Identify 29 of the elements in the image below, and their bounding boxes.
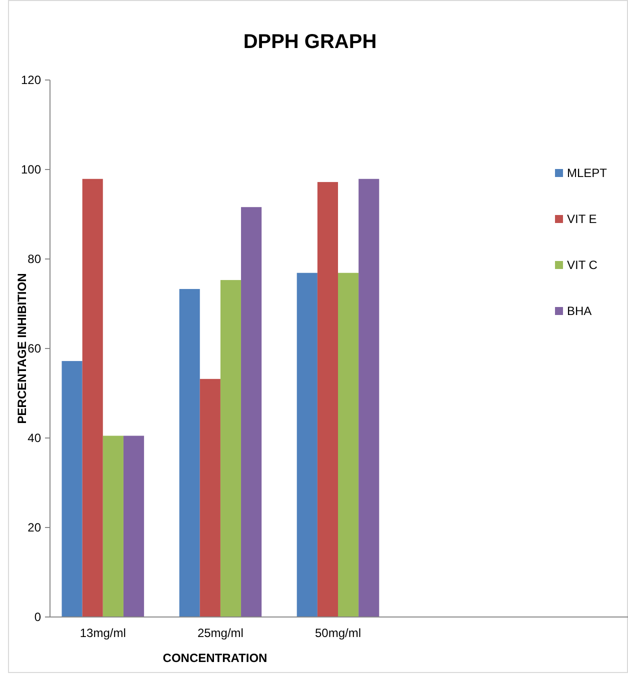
- x-tick-label: 25mg/ml: [197, 626, 244, 640]
- x-tick-label: 13mg/ml: [80, 626, 126, 640]
- legend-label: BHA: [567, 304, 592, 318]
- bar: [358, 178, 380, 617]
- y-tick-label: 100: [20, 162, 42, 176]
- y-tick-label: 0: [34, 610, 42, 624]
- x-axis-title: CONCENTRATION: [162, 651, 268, 665]
- bar: [123, 436, 144, 617]
- bar: [241, 207, 262, 617]
- bar: [200, 378, 220, 617]
- x-tick-label: 50mg/ml: [314, 626, 362, 640]
- legend-label: VIT C: [567, 258, 598, 272]
- bar: [179, 288, 200, 617]
- y-tick-label: 120: [20, 73, 42, 87]
- legend-label: VIT E: [567, 212, 597, 226]
- bar: [338, 272, 359, 617]
- chart-title: DPPH GRAPH: [243, 31, 377, 53]
- bar: [82, 178, 103, 617]
- bar: [220, 280, 242, 617]
- bar: [62, 361, 82, 617]
- y-tick-label: 80: [28, 252, 42, 266]
- bar: [102, 436, 124, 617]
- y-tick-label: 20: [28, 520, 42, 534]
- y-axis-title: PERCENTAGE INHIBITION: [15, 273, 29, 424]
- y-tick-label: 60: [28, 342, 42, 356]
- bar: [296, 272, 318, 617]
- legend-label: MLEPT: [567, 166, 608, 180]
- bar: [317, 182, 338, 617]
- y-tick-label: 40: [28, 431, 42, 445]
